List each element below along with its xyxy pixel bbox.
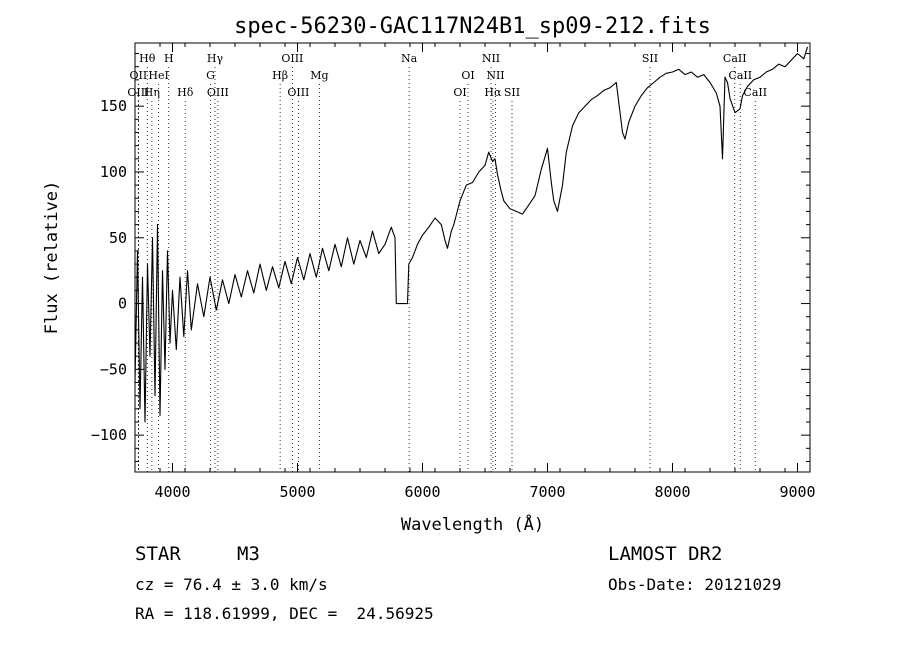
spectrum-chart: spec-56230-GAC117N24B1_sp09-212.fits Wave… — [42, 14, 816, 535]
x-tick-label: 6000 — [404, 483, 440, 501]
line-marker-label: SII — [642, 52, 658, 65]
line-marker-label: NII — [482, 52, 500, 65]
plot-frame — [134, 42, 811, 473]
line-marker-label: OII — [130, 69, 148, 82]
y-tick-label: 150 — [100, 97, 127, 115]
y-tick-label: 50 — [109, 229, 127, 247]
line-marker-label: CaII — [743, 86, 767, 99]
observation-date: Obs-Date: 20121029 — [608, 575, 782, 594]
object-type: STAR — [135, 543, 181, 565]
y-tick-label: 0 — [118, 295, 127, 313]
y-tick-label: −100 — [91, 426, 127, 444]
x-tick-label: 8000 — [654, 483, 690, 501]
line-marker-label: CaII — [723, 52, 747, 65]
line-marker-label: OIII — [127, 86, 149, 99]
line-marker-label: Hβ — [272, 69, 288, 82]
line-marker-label: G — [206, 69, 215, 82]
line-marker-label: H — [164, 52, 174, 65]
line-marker-label: Hα — [484, 86, 502, 99]
y-axis-label: Flux (relative) — [42, 181, 62, 335]
line-marker-label: Hδ — [177, 86, 194, 99]
line-marker-label: NII — [486, 69, 504, 82]
line-marker-label: OIII — [281, 52, 303, 65]
x-tick-label: 9000 — [779, 483, 815, 501]
y-tick-label: −50 — [100, 360, 127, 378]
x-tick-label: 7000 — [529, 483, 565, 501]
coordinates: RA = 118.61999, DEC = 24.56925 — [135, 604, 434, 623]
line-marker-label: Na — [401, 52, 418, 65]
line-marker-label: OI — [453, 86, 466, 99]
x-tick-label: 5000 — [279, 483, 315, 501]
line-marker-label: OIII — [287, 86, 309, 99]
x-axis-label: Wavelength (Å) — [401, 513, 544, 535]
line-marker-label: OI — [461, 69, 474, 82]
line-marker-label: HeI — [148, 69, 168, 82]
object-subclass: M3 — [237, 543, 260, 565]
line-marker-label: Hθ — [139, 52, 156, 65]
spectrum-series-line — [134, 46, 809, 423]
line-marker-label: Mg — [310, 69, 328, 82]
line-marker-label: OIII — [207, 86, 229, 99]
redshift-velocity: cz = 76.4 ± 3.0 km/s — [135, 575, 328, 594]
survey-name: LAMOST DR2 — [608, 543, 723, 565]
line-marker-label: CaII — [728, 69, 752, 82]
y-tick-label: 100 — [100, 163, 127, 181]
chart-title: spec-56230-GAC117N24B1_sp09-212.fits — [234, 14, 711, 39]
line-marker-label: Hγ — [207, 52, 224, 65]
line-marker-label: SII — [504, 86, 520, 99]
line-marker-label: Hη — [144, 86, 160, 99]
x-tick-label: 4000 — [154, 483, 190, 501]
